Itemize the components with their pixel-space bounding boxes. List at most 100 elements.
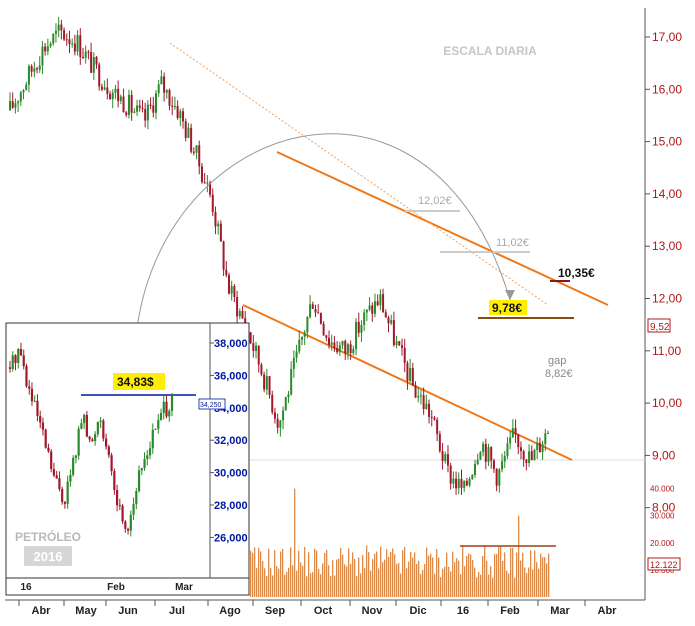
- volume-bar: [368, 552, 370, 597]
- label-9-78-highlight: [489, 300, 527, 315]
- inset-candle-body: [19, 348, 23, 356]
- volume-bar: [496, 554, 498, 597]
- candle-body: [217, 223, 220, 227]
- candle-body: [9, 101, 11, 111]
- volume-bar: [264, 568, 266, 597]
- volume-bar: [318, 568, 320, 597]
- volume-bar: [436, 548, 438, 597]
- candle-body: [290, 368, 293, 395]
- inset-candle-body: [94, 434, 97, 442]
- volume-bar: [252, 552, 254, 597]
- inset-resistance-highlight: [113, 373, 165, 390]
- candle-body: [538, 442, 541, 452]
- candle-body: [525, 459, 528, 463]
- inset-year-label: 2016: [34, 549, 63, 564]
- candle-body: [498, 469, 501, 486]
- y-tick-label: 17,00: [652, 30, 682, 44]
- candle-body: [425, 403, 428, 409]
- candle-body: [233, 286, 236, 298]
- volume-bar: [456, 558, 458, 597]
- candle-body: [230, 286, 233, 294]
- inset-candle-body: [154, 428, 157, 430]
- inset-candle-body: [168, 410, 171, 417]
- volume-bar: [288, 567, 290, 597]
- volume-bar: [468, 553, 470, 597]
- volume-bar: [518, 515, 520, 597]
- candle-body: [441, 451, 444, 462]
- volume-bar: [498, 546, 500, 597]
- x-tick-label: May: [75, 605, 97, 617]
- candle-body: [530, 451, 533, 460]
- candle-body: [141, 107, 144, 109]
- candle-body: [22, 90, 25, 93]
- volume-bar: [344, 564, 346, 597]
- inset-y-tick-label: 26,000: [214, 532, 248, 544]
- volume-bar: [268, 548, 270, 597]
- candle-body: [249, 332, 252, 344]
- inset-y-tick-label: 36,000: [214, 370, 248, 382]
- candle-body: [214, 211, 217, 227]
- volume-bar: [474, 567, 476, 597]
- inset-candle-body: [151, 429, 154, 449]
- candle-body: [198, 145, 201, 167]
- candle-body: [260, 364, 263, 375]
- volume-bar: [356, 576, 358, 597]
- volume-bar: [450, 571, 452, 597]
- volume-bar: [528, 567, 530, 597]
- volume-bar: [460, 573, 462, 597]
- inset-candle-body: [135, 491, 138, 504]
- inset-candle-body: [148, 448, 152, 456]
- volume-bar: [284, 574, 286, 597]
- candle-body: [338, 345, 341, 353]
- candle-body: [384, 312, 387, 318]
- candle-body: [341, 341, 344, 346]
- candle-body: [465, 480, 468, 486]
- volume-bar: [346, 566, 348, 597]
- upper-channel-line: [276, 151, 609, 306]
- volume-bar: [364, 568, 366, 597]
- volume-bar: [464, 566, 466, 597]
- volume-bar: [340, 547, 342, 597]
- candle-body: [222, 241, 225, 270]
- inset-candle-body: [80, 423, 83, 429]
- x-tick-label: Feb: [500, 605, 520, 617]
- inset-candle-body: [105, 438, 108, 447]
- volume-bar: [536, 562, 538, 597]
- volume-bar: [384, 559, 386, 597]
- candle-body: [57, 24, 60, 31]
- volume-bar: [296, 570, 298, 597]
- candle-body: [328, 337, 331, 345]
- candle-body: [333, 342, 336, 348]
- candle-body: [149, 104, 152, 106]
- volume-bar: [446, 552, 448, 597]
- volume-bar: [342, 554, 344, 597]
- candle-body: [241, 311, 244, 319]
- volume-bar: [506, 570, 508, 597]
- candle-body: [282, 410, 285, 421]
- candle-body: [544, 433, 547, 445]
- candle-body: [506, 443, 509, 456]
- candle-body: [138, 105, 141, 108]
- candle-body: [76, 35, 79, 52]
- candle-body: [503, 455, 506, 462]
- volume-bar: [546, 563, 548, 597]
- candle-body: [257, 345, 260, 365]
- volume-bar: [308, 552, 310, 597]
- inset-resistance-label: 34,83$: [117, 375, 154, 389]
- volume-bar: [400, 573, 402, 597]
- candle-body: [287, 394, 290, 398]
- label-gap: gap: [548, 355, 566, 367]
- candle-body: [187, 127, 190, 138]
- candle-body: [355, 321, 358, 349]
- volume-bar: [336, 559, 338, 597]
- volume-bar: [542, 556, 544, 597]
- inset-candle-body: [30, 388, 34, 402]
- volume-bar: [380, 546, 382, 597]
- candle-body: [176, 106, 179, 119]
- inset-candle-body: [140, 468, 143, 471]
- candle-body: [317, 312, 320, 314]
- inset-candle-body: [74, 455, 77, 458]
- candle-body: [109, 93, 112, 100]
- volume-bar: [440, 577, 442, 597]
- inset-candle-body: [77, 428, 80, 456]
